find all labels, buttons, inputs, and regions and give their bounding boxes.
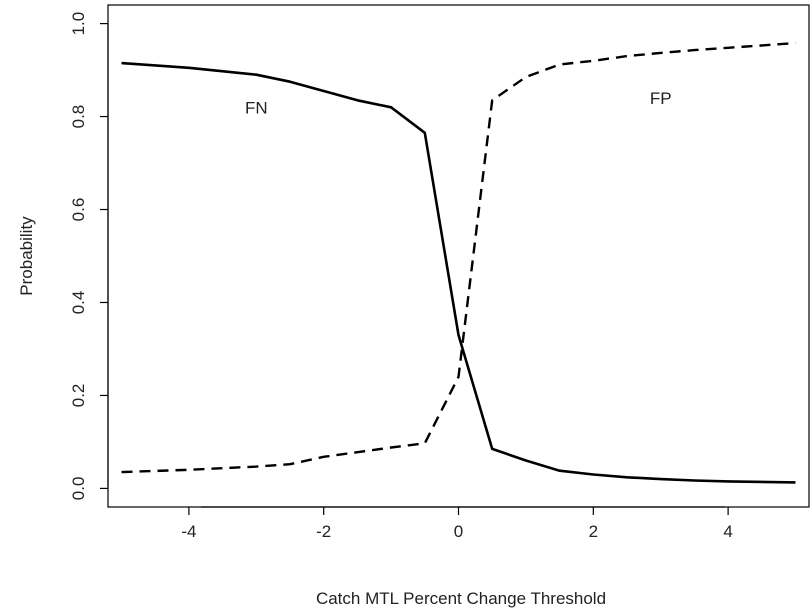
plot-frame bbox=[107, 4, 810, 508]
series-layer bbox=[121, 41, 796, 484]
y-tick-label: 0.2 bbox=[69, 384, 88, 408]
series-line-fn bbox=[121, 61, 796, 484]
annotations: FN FP bbox=[245, 89, 672, 117]
y-tick-label: 0.6 bbox=[69, 198, 88, 222]
x-axis-ticks: -4 -2 0 2 4 bbox=[181, 507, 733, 541]
annotation-fn: FN bbox=[245, 98, 268, 117]
y-axis-ticks: 0.0 0.2 0.4 0.6 0.8 1.0 bbox=[69, 12, 108, 500]
x-tick-label: 0 bbox=[454, 522, 463, 541]
x-tick-label: 4 bbox=[723, 522, 732, 541]
x-tick-label: 2 bbox=[589, 522, 598, 541]
y-tick-label: 0.0 bbox=[69, 477, 88, 501]
annotation-fp: FP bbox=[650, 89, 672, 108]
x-tick-label: -4 bbox=[181, 522, 196, 541]
y-tick-label: 0.4 bbox=[69, 291, 88, 315]
y-axis-label: Probability bbox=[17, 216, 36, 296]
x-axis-label: Catch MTL Percent Change Threshold bbox=[316, 589, 606, 608]
y-tick-label: 0.8 bbox=[69, 105, 88, 129]
y-tick-label: 1.0 bbox=[69, 12, 88, 36]
series-line-fp bbox=[121, 41, 796, 474]
x-tick-label: -2 bbox=[316, 522, 331, 541]
